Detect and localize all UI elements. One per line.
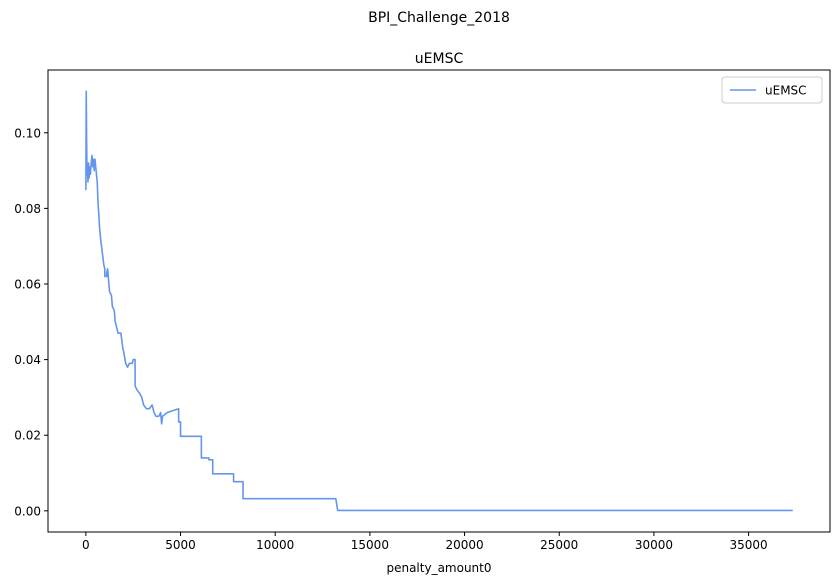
x-tick-label: 20000 (445, 538, 483, 552)
y-tick-label: 0.02 (14, 429, 41, 443)
y-tick-label: 0.06 (14, 277, 41, 291)
legend: uEMSC (721, 76, 823, 104)
series-line-uEMSC (85, 90, 793, 512)
x-tick-label: 0 (82, 538, 90, 552)
plot-area: 0 5000 10000 15000 20000 25000 30000 35000 0.00… (14, 69, 831, 552)
axes-frame (47, 69, 831, 533)
legend-box (721, 76, 823, 104)
x-tick-label: 10000 (256, 538, 294, 552)
x-tick-label: 35000 (729, 538, 767, 552)
x-tick-label: 30000 (635, 538, 673, 552)
figure-suptitle: BPI_Challenge_2018 (368, 10, 510, 26)
x-axis-label: penalty_amount0 (386, 561, 491, 575)
chart-title: uEMSC (415, 51, 464, 67)
y-tick-label: 0.10 (14, 126, 41, 140)
x-axis: 0 5000 10000 15000 20000 25000 30000 35000 (82, 532, 768, 552)
series-layer (85, 90, 793, 512)
x-tick-label: 5000 (165, 538, 196, 552)
legend-label-uEMSC: uEMSC (765, 84, 807, 98)
x-tick-label: 25000 (540, 538, 578, 552)
y-tick-label: 0.04 (14, 353, 41, 367)
y-tick-label: 0.00 (14, 504, 41, 518)
x-tick-label: 15000 (351, 538, 389, 552)
y-tick-label: 0.08 (14, 202, 41, 216)
y-axis: 0.00 0.02 0.04 0.06 0.08 0.10 (14, 126, 48, 518)
